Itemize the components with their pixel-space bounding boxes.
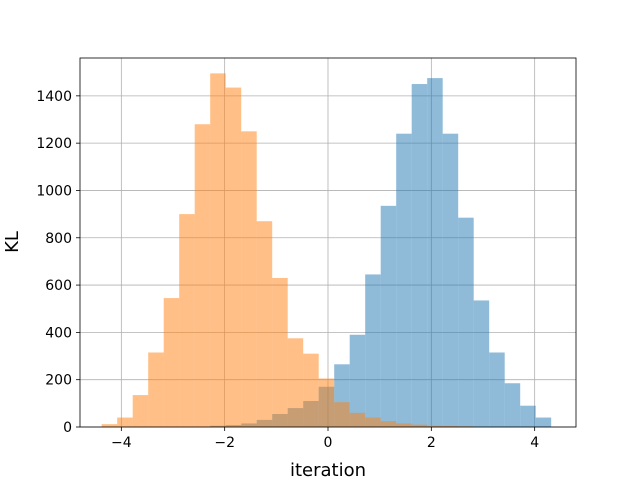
series-1-bar-8 [225, 87, 242, 427]
y-tick-label-7: 1400 [36, 89, 72, 105]
series-1-bar-0 [101, 424, 118, 427]
series-0-bar-14 [427, 78, 443, 427]
axis-ticks: −4 −2 0 2 4 0 200 400 600 800 1000 1200 1400 [36, 89, 539, 451]
series-1-bar-4 [163, 298, 180, 427]
series-0-bar-13 [411, 84, 428, 428]
series-0-bar-19 [504, 383, 521, 427]
series-1-bar-21 [427, 425, 443, 427]
series-1-bar-18 [380, 421, 397, 427]
y-tick-label-6: 1200 [36, 136, 72, 152]
series-0-bar-12 [396, 133, 412, 427]
histogram-bars [101, 73, 552, 428]
y-tick-label-4: 800 [45, 231, 72, 247]
x-tick-label-4: 4 [530, 435, 539, 451]
series-0-bar-15 [442, 133, 459, 427]
series-0-bar-18 [489, 352, 505, 427]
series-1-bar-10 [256, 221, 273, 427]
series-0-bar-9 [349, 334, 366, 427]
series-1-bar-11 [272, 277, 288, 427]
series-0-bar-17 [473, 300, 490, 427]
y-tick-label-1: 200 [45, 373, 72, 389]
series-1-bar-6 [194, 124, 211, 427]
y-tick-label-0: 0 [63, 420, 72, 436]
series-0-bar-20 [520, 405, 536, 427]
series-1-bar-1 [117, 417, 133, 427]
y-axis-label: KL [2, 231, 23, 253]
series-1-bar-22 [442, 426, 459, 427]
series-1-bar-13 [303, 353, 319, 427]
y-tick-label-5: 1000 [36, 183, 72, 199]
series-1-bar-20 [411, 424, 428, 427]
series-0-bar-11 [380, 205, 397, 427]
series-1-bar-17 [365, 417, 381, 427]
series-0-bar-10 [365, 274, 381, 427]
series-1-bar-2 [132, 395, 149, 427]
series-1-bar-3 [148, 352, 164, 427]
y-tick-label-2: 400 [45, 325, 72, 341]
series-1-bar-9 [241, 131, 257, 428]
series-1-bar-15 [334, 402, 350, 427]
series-1-bar-12 [287, 338, 304, 427]
series-0-bar-21 [535, 417, 552, 427]
y-tick-label-3: 600 [45, 278, 72, 294]
series-0-bar-16 [458, 217, 474, 427]
x-tick-label-1: −2 [214, 435, 235, 451]
series-1-bar-7 [210, 73, 226, 427]
series-1-bar-5 [179, 214, 195, 427]
x-tick-label-0: −4 [111, 435, 132, 451]
x-tick-label-3: 2 [427, 435, 436, 451]
series-1-bar-14 [318, 378, 335, 427]
series-1-bar-16 [349, 412, 366, 427]
x-axis-label: iteration [290, 460, 366, 480]
x-tick-label-2: 0 [324, 435, 333, 451]
series-1-bar-19 [396, 423, 412, 427]
